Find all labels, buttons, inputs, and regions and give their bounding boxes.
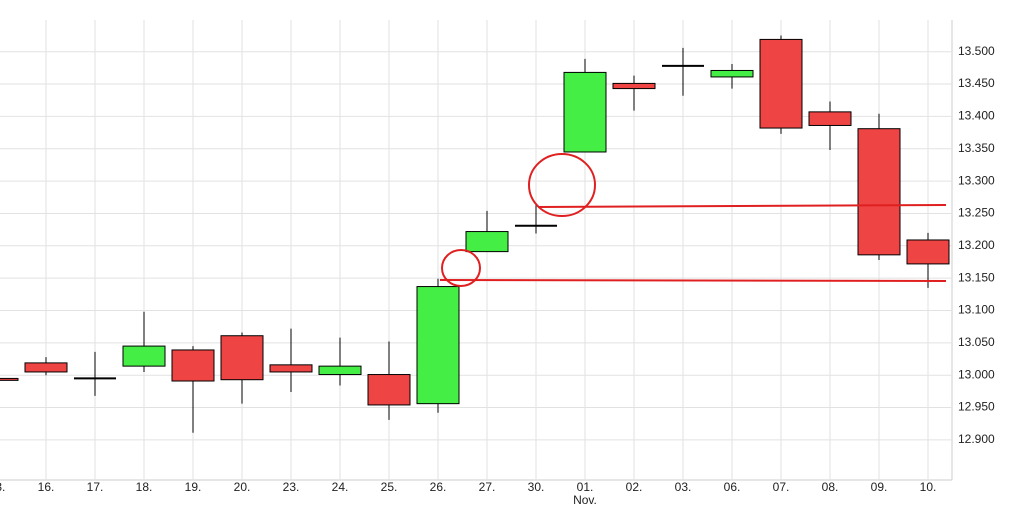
x-tick-label: 30. [528, 480, 545, 494]
circle-annotation [528, 153, 596, 217]
candle-body [269, 364, 313, 373]
x-tick-label: 10. [920, 480, 937, 494]
y-tick-label: 13.250 [958, 206, 995, 220]
candle-body [563, 71, 607, 153]
candle-body [857, 128, 901, 256]
candle-body [612, 82, 656, 90]
drawn-annotations [439, 153, 947, 287]
candle-body [465, 231, 509, 253]
month-label: Nov. [573, 493, 597, 507]
x-tick-label: 08. [822, 480, 839, 494]
candle-body [710, 69, 754, 78]
y-tick-label: 13.150 [958, 270, 995, 284]
candle-body [416, 286, 460, 405]
labels: 12.90012.95013.00013.05013.10013.15013.2… [0, 44, 995, 507]
x-tick-label: 27. [479, 480, 496, 494]
y-tick-label: 12.900 [958, 432, 995, 446]
x-tick-label: 02. [626, 480, 643, 494]
candle-body [367, 374, 411, 406]
y-tick-label: 12.950 [958, 400, 995, 414]
candle-body [318, 365, 362, 376]
candles [0, 35, 950, 433]
y-tick-label: 13.200 [958, 238, 995, 252]
candle-body [0, 377, 19, 381]
x-tick-label: 17. [87, 480, 104, 494]
x-tick-label: 20. [234, 480, 251, 494]
x-tick-label: 19. [185, 480, 202, 494]
candle-body [220, 335, 264, 381]
candle-body [24, 362, 68, 373]
x-tick-label: 16. [38, 480, 55, 494]
y-tick-label: 13.500 [958, 44, 995, 58]
y-tick-label: 13.450 [958, 76, 995, 90]
x-tick-label: 18. [136, 480, 153, 494]
y-tick-label: 13.050 [958, 335, 995, 349]
x-tick-label: 06. [724, 480, 741, 494]
y-tick-label: 13.400 [958, 109, 995, 123]
x-tick-label: 07. [773, 480, 790, 494]
x-tick-label: 13. [0, 480, 5, 494]
y-tick-label: 13.300 [958, 173, 995, 187]
x-tick-label: 01. [577, 480, 594, 494]
y-tick-label: 13.100 [958, 303, 995, 317]
support-line [439, 279, 947, 282]
candle-body [906, 239, 950, 265]
y-tick-label: 13.350 [958, 141, 995, 155]
resistance-line [537, 204, 947, 208]
x-tick-label: 23. [283, 480, 300, 494]
candle-body [759, 38, 803, 129]
x-tick-label: 26. [430, 480, 447, 494]
candle-body [808, 111, 852, 126]
x-tick-label: 25. [381, 480, 398, 494]
y-tick-label: 13.000 [958, 367, 995, 381]
candle-body [171, 349, 215, 382]
x-tick-label: 09. [871, 480, 888, 494]
candle-body [122, 345, 166, 367]
x-tick-label: 03. [675, 480, 692, 494]
x-tick-label: 24. [332, 480, 349, 494]
circle-annotation [441, 249, 481, 287]
